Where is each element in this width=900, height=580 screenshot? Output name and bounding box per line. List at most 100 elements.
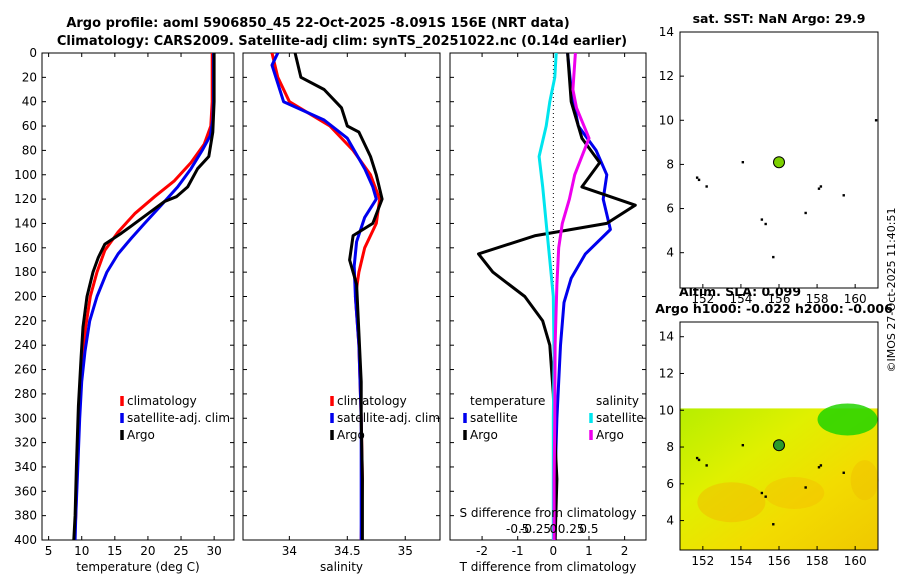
island-marker	[764, 495, 767, 498]
sla-map-title-line2: Argo h1000: -0.022 h2000: -0.006	[655, 301, 893, 316]
depth-tick-label: 60	[22, 119, 37, 133]
s-difference-tick-label: -0.25	[520, 522, 551, 536]
sal-xtick-label: 34	[282, 544, 297, 558]
s-difference-tick-label: 0.25	[558, 522, 585, 536]
s-difference-axis-label: S difference from climatology	[460, 506, 637, 520]
sla-low-patch	[850, 460, 879, 501]
depth-tick-label: 340	[14, 460, 37, 474]
difference-panel: -2 -1 0 1 2 T difference from climatology temp…	[449, 52, 647, 574]
sst_map-ytick-label: 4	[666, 246, 674, 260]
diff-legend-sal-satellite-label: satellite	[596, 411, 644, 425]
sla_map-xtick-label: 154	[729, 554, 752, 568]
temp-legend-argo-label: Argo	[127, 428, 155, 442]
island-marker	[817, 466, 821, 469]
sla-map-panel: 152 154 156 158 160 4 6 8 10 12 14	[659, 321, 879, 568]
depth-tick-label: 320	[14, 436, 37, 450]
temperature-panel: 0 20 40 60 80 100 120 140 160 180 200 220 240 260 280 3…	[14, 46, 235, 574]
sal-axes-box	[242, 52, 441, 541]
s-difference-tick-label: -0.5	[506, 522, 529, 536]
sal-xtick-label: 35	[398, 544, 413, 558]
sla-low-patch	[764, 477, 825, 509]
depth-tick-label: 40	[22, 95, 37, 109]
sla_map-ytick-label: 6	[666, 477, 674, 491]
depth-tick-label: 240	[14, 338, 37, 352]
diff-axes-box	[449, 52, 647, 541]
island-marker	[760, 218, 764, 221]
sla_map-ytick-label: 14	[659, 330, 674, 344]
island-marker	[817, 187, 821, 190]
depth-tick-label: 220	[14, 314, 37, 328]
depth-tick-label: 160	[14, 241, 37, 255]
island-marker	[697, 458, 701, 462]
depth-tick-label: 260	[14, 363, 37, 377]
sst_map-xtick-label: 152	[691, 292, 714, 306]
sal-legend-argo-label: Argo	[337, 428, 365, 442]
salinity-panel: 34 34.5 35 salinity climatology satellite-adj…	[242, 52, 441, 574]
sst_map-ytick-label: 14	[659, 25, 674, 39]
sst_map-ytick-label: 6	[666, 202, 674, 216]
diff-legend-salinity-title: salinity	[596, 394, 639, 408]
island-marker	[804, 211, 807, 215]
argo-position-marker	[773, 439, 785, 452]
island-marker	[819, 185, 823, 188]
sla_map-ytick-label: 12	[659, 366, 674, 380]
series-line-argo	[293, 53, 384, 540]
island-marker	[804, 486, 807, 489]
island-marker	[695, 456, 699, 460]
diff-legend-temp-argo-label: Argo	[470, 428, 498, 442]
series-line-satellite-adj-clim	[73, 53, 215, 540]
island-marker	[741, 161, 745, 164]
temp-legend-climatology-label: climatology	[127, 394, 197, 408]
sla_map-xtick-label: 158	[806, 554, 829, 568]
figure-title-line1: Argo profile: aoml 5906850_45 22-Oct-202…	[66, 16, 569, 31]
argo-position-marker	[773, 156, 785, 169]
island-marker	[705, 464, 708, 467]
depth-tick-label: 280	[14, 387, 37, 401]
depth-tick-label: 120	[14, 192, 37, 206]
island-marker	[772, 523, 775, 526]
diff-xtick-label: 1	[585, 544, 593, 558]
sla_map-ytick-label: 10	[659, 403, 674, 417]
island-marker	[772, 255, 775, 259]
temp-xtick-label: 25	[173, 544, 188, 558]
diff-xlabel: T difference from climatology	[459, 560, 637, 574]
temp-legend-satellite-label: satellite-adj. clim	[127, 411, 230, 425]
island-marker	[760, 491, 764, 495]
figure-title-line2: Climatology: CARS2009. Satellite-adj cli…	[57, 34, 627, 49]
diff-xtick-label: -2	[476, 544, 488, 558]
temp-axes-box	[41, 52, 235, 541]
sal-xlabel: salinity	[320, 560, 363, 574]
sla_map-ytick-label: 8	[666, 440, 674, 454]
series-line-temperature-satellite	[553, 53, 612, 540]
series-line-argo	[72, 53, 216, 540]
temp-xtick-label: 15	[107, 544, 122, 558]
sst_map-xtick-label: 154	[729, 292, 752, 306]
sst_map-ytick-label: 12	[659, 69, 674, 83]
sla_map-ytick-label: 4	[666, 514, 674, 528]
sst_map-xtick-label: 158	[806, 292, 829, 306]
depth-tick-label: 0	[29, 46, 37, 60]
sst_map-xtick-label: 160	[844, 292, 867, 306]
depth-tick-label: 140	[14, 216, 37, 230]
diff-legend-temperature-title: temperature	[470, 394, 545, 408]
diff-xtick-label: -1	[512, 544, 524, 558]
sal-xtick-label: 34.5	[334, 544, 361, 558]
island-marker	[842, 194, 845, 197]
sla_map-xtick-label: 152	[691, 554, 714, 568]
sst_map-xtick-label: 156	[768, 292, 791, 306]
depth-tick-label: 360	[14, 484, 37, 498]
depth-tick-label: 200	[14, 290, 37, 304]
island-marker	[705, 185, 708, 188]
island-marker	[842, 471, 845, 474]
depth-tick-label: 20	[22, 70, 37, 84]
temp-xtick-label: 30	[206, 544, 221, 558]
copyright-timestamp: ©IMOS 27-Oct-2025 11:40:51	[885, 207, 898, 372]
sla-high-patch	[817, 403, 878, 436]
island-marker	[819, 464, 823, 467]
island-marker	[697, 178, 701, 182]
sst_map-ytick-label: 10	[659, 113, 674, 127]
sst-map-panel: 152 154 156 158 160 4 6 8 10 12 14	[659, 25, 879, 306]
diff-legend-sal-argo-label: Argo	[596, 428, 624, 442]
temp-xtick-label: 10	[74, 544, 89, 558]
